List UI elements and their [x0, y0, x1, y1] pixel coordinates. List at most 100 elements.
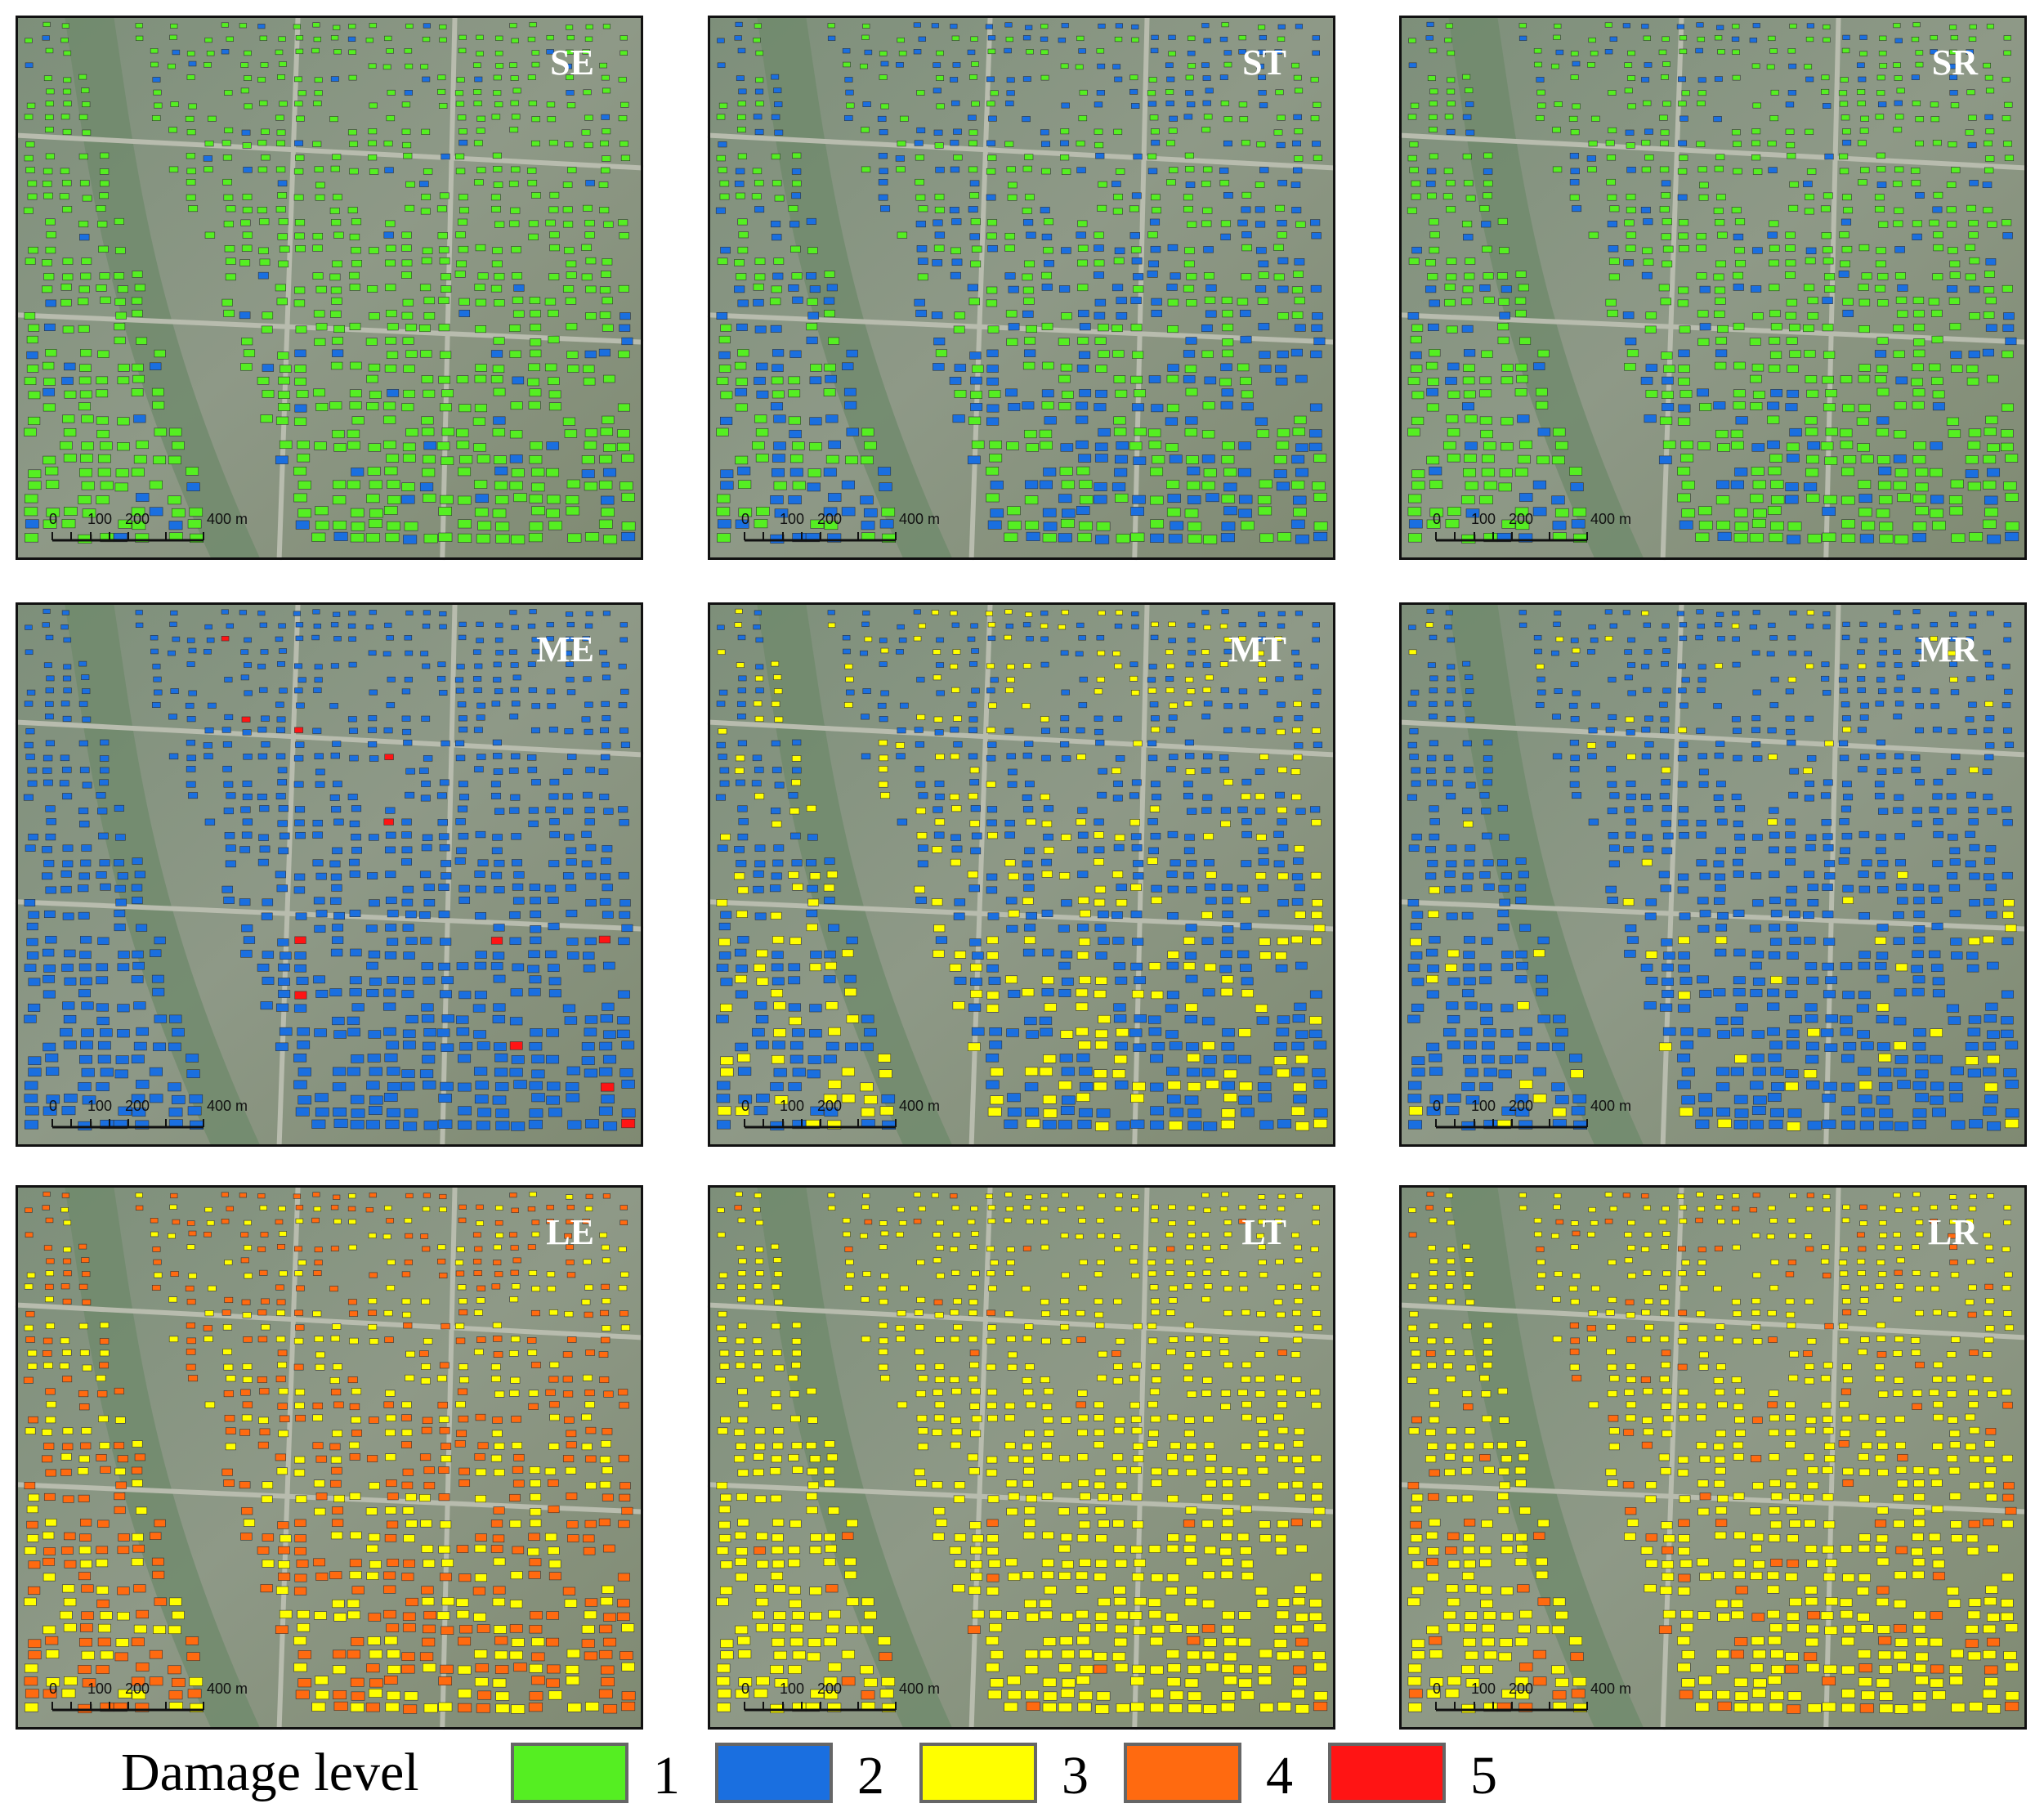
building — [1587, 753, 1597, 759]
building — [1023, 219, 1034, 226]
building — [1896, 674, 1905, 681]
building — [1429, 231, 1440, 239]
building — [530, 1028, 543, 1037]
building — [716, 964, 729, 972]
building — [1838, 90, 1848, 96]
building — [845, 89, 854, 96]
building — [736, 964, 748, 973]
building — [598, 768, 609, 775]
building — [734, 259, 745, 266]
building — [1446, 414, 1459, 423]
building — [1041, 858, 1053, 866]
building — [1170, 859, 1181, 867]
building — [718, 141, 727, 148]
building — [566, 271, 577, 279]
building — [1310, 77, 1319, 83]
building — [1150, 1120, 1165, 1130]
building — [1714, 361, 1727, 370]
building — [716, 741, 726, 749]
building — [602, 155, 611, 162]
building — [1535, 387, 1548, 396]
building — [330, 286, 342, 294]
building — [1241, 244, 1252, 252]
building — [99, 272, 110, 280]
building — [1753, 1095, 1767, 1105]
building — [239, 898, 251, 906]
building — [1876, 768, 1887, 775]
building — [1446, 128, 1456, 136]
building — [970, 847, 982, 855]
building — [314, 441, 327, 450]
panel-border — [1399, 602, 2027, 1147]
building — [1166, 76, 1175, 83]
building — [1294, 1002, 1307, 1011]
building — [1058, 989, 1071, 997]
building — [1915, 192, 1925, 199]
building — [1312, 637, 1320, 642]
building — [1641, 77, 1650, 83]
building — [1130, 324, 1143, 332]
building — [914, 298, 925, 307]
building — [1893, 1067, 1907, 1077]
building — [61, 377, 74, 385]
building — [494, 51, 503, 56]
building — [347, 1067, 360, 1076]
building — [737, 299, 749, 307]
building — [1679, 635, 1688, 642]
building — [476, 534, 490, 544]
building — [737, 47, 746, 54]
building — [383, 415, 396, 424]
building — [1184, 427, 1198, 437]
building — [78, 376, 92, 385]
building — [1025, 1067, 1039, 1076]
building — [275, 793, 286, 800]
building — [1129, 232, 1140, 239]
building — [294, 286, 306, 294]
building — [1024, 495, 1039, 505]
building — [369, 391, 382, 399]
building — [456, 1027, 470, 1036]
building — [1411, 481, 1425, 490]
building — [754, 414, 767, 423]
building — [1004, 47, 1012, 54]
building — [295, 154, 305, 161]
building — [1241, 778, 1252, 785]
building — [493, 768, 503, 775]
building — [583, 204, 593, 212]
building — [1130, 246, 1142, 253]
building — [527, 74, 536, 81]
building — [1517, 454, 1531, 464]
building — [737, 246, 749, 254]
building — [42, 990, 56, 999]
building — [1409, 728, 1419, 735]
building — [769, 884, 781, 893]
building — [509, 649, 517, 655]
building — [720, 833, 731, 841]
building — [1659, 793, 1670, 800]
building — [1768, 622, 1776, 629]
building — [1042, 1120, 1057, 1130]
building — [755, 637, 764, 643]
building — [1061, 312, 1072, 320]
scale-label: 200 — [1509, 1098, 1533, 1114]
building — [1026, 324, 1037, 333]
building — [1767, 140, 1777, 147]
building — [583, 676, 592, 682]
building — [1258, 910, 1270, 918]
building — [1552, 521, 1567, 530]
building — [422, 76, 431, 83]
building — [584, 1027, 597, 1036]
building — [565, 297, 577, 305]
building — [1060, 128, 1070, 135]
building — [1515, 310, 1527, 318]
building — [172, 636, 181, 642]
building — [1130, 532, 1145, 542]
building — [1696, 232, 1706, 240]
building — [1259, 938, 1271, 946]
building — [528, 987, 541, 996]
building — [1479, 792, 1490, 799]
building — [1859, 534, 1874, 544]
building — [771, 963, 784, 972]
building — [333, 25, 341, 30]
building — [1501, 442, 1514, 451]
